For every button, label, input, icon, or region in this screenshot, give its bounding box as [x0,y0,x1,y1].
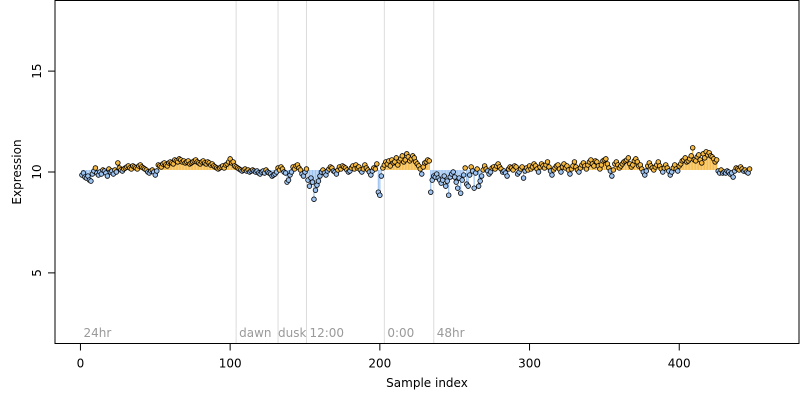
data-point-314 [549,172,555,178]
data-point-138 [285,177,292,183]
data-point-408 [690,145,696,151]
data-point-158 [315,178,322,184]
data-points [79,145,753,202]
annotation-label-0: 24hr [83,326,111,340]
annotation-label-1: dawn [239,326,271,340]
data-point-17 [104,173,111,179]
data-point-154 [309,179,316,185]
data-point-24 [115,160,121,166]
data-point-311 [544,159,551,165]
data-point-407 [688,153,694,159]
x-tick-label-3: 300 [518,357,541,371]
data-point-424 [713,157,720,163]
data-point-294 [519,164,525,170]
data-point-412 [696,152,702,158]
data-point-264 [474,166,480,172]
data-point-355 [610,167,617,173]
data-point-245 [446,192,452,198]
x-tick-label-1: 100 [219,357,242,371]
plot-frame [54,0,800,344]
data-point-305 [535,169,542,175]
x-tick-label-4: 400 [668,357,691,371]
data-point-254 [459,177,465,183]
data-point-214 [399,153,405,159]
data-point-250 [453,179,459,185]
data-point-150 [303,166,310,172]
data-point-262 [471,185,477,191]
deviation-bars [81,147,751,200]
data-point-342 [591,163,597,169]
data-point-196 [372,166,379,172]
data-point-232 [426,158,432,164]
data-point-248 [450,169,456,175]
y-tick-label-0: 5 [30,269,44,277]
data-point-446 [746,166,753,172]
data-point-414 [698,160,705,166]
data-point-227 [419,171,425,177]
data-point-258 [465,183,471,189]
y-axis-title: Expression [10,139,24,204]
data-point-253 [457,190,464,196]
data-point-435 [730,174,736,180]
y-tick-label-1: 10 [30,164,44,179]
data-point-326 [567,171,573,177]
data-point-244 [444,178,450,184]
data-point-284 [504,173,510,179]
data-point-136 [282,170,289,176]
data-point-354 [609,173,615,179]
data-point-23 [113,169,120,175]
data-point-267 [478,173,485,179]
annotation-label-2: dusk [278,326,306,340]
data-point-350 [603,156,609,162]
data-point-290 [513,164,519,170]
data-point-155 [311,196,317,202]
data-point-265 [475,183,482,189]
annotation-label-4: 0:00 [387,326,414,340]
data-point-152 [306,183,313,189]
axes: 0 100 200 300 400 5 10 15 [30,63,691,370]
data-point-377 [643,168,650,174]
data-point-156 [312,187,319,193]
annotation-label-3: 12:00 [309,326,344,340]
data-point-50 [154,168,160,174]
data-point-398 [675,168,681,174]
x-tick-label-2: 200 [368,357,391,371]
data-point-242 [441,173,447,179]
data-point-259 [466,172,473,178]
data-point-329 [571,159,578,165]
x-axis-title: Sample index [386,376,468,390]
data-point-320 [558,169,564,175]
data-point-200 [378,173,385,179]
data-point-255 [460,172,467,178]
x-tick-label-0: 0 [77,357,85,371]
data-point-199 [377,192,383,198]
data-point-251 [454,185,461,191]
data-point-9 [92,165,99,171]
data-point-6 [88,178,94,184]
data-point-233 [428,189,434,195]
data-point-249 [451,174,458,180]
data-point-256 [462,165,468,171]
data-point-243 [443,183,449,189]
data-point-197 [374,161,380,167]
data-point-295 [520,175,527,181]
annotation-label-5: 48hr [437,326,465,340]
data-point-266 [477,178,483,184]
data-point-365 [625,155,632,161]
y-tick-label-2: 15 [30,63,44,78]
